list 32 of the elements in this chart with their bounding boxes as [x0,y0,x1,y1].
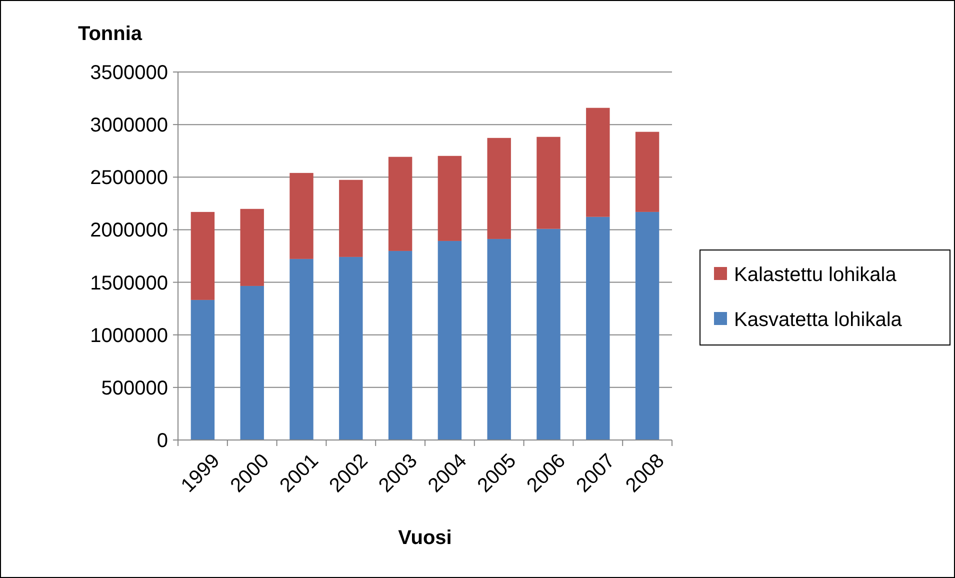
bar [339,256,363,440]
y-tick-label: 2500000 [90,167,168,190]
legend-label: Kasvatetta lohikala [734,309,903,331]
bar [586,216,610,440]
bar [240,286,264,440]
bar [290,172,314,259]
bar [438,240,462,440]
y-tick-label: 2000000 [90,220,168,242]
bar [190,212,215,300]
bar [190,300,215,440]
y-tick-label: 0 [156,430,168,452]
bar [487,138,511,239]
y-tick-label: 3000000 [90,114,168,137]
y-tick-label: 1000000 [90,324,168,347]
y-tick-label: 500000 [101,377,168,400]
y-axis-title: Tonnia [78,23,143,45]
y-tick-label: 1500000 [90,272,168,294]
bar [536,136,560,229]
legend-label: Kalastettu lohikala [734,264,898,286]
bar [388,156,412,251]
bar [438,156,462,241]
bar [536,228,560,440]
x-axis-title: Vuosi [398,527,452,549]
bar [586,108,610,217]
bar [635,212,660,440]
bar [290,258,314,440]
bar [240,208,264,286]
bar [339,180,363,257]
y-tick-label: 3500000 [90,62,168,84]
bar [487,238,511,440]
bar [635,132,660,212]
bar [388,250,412,440]
